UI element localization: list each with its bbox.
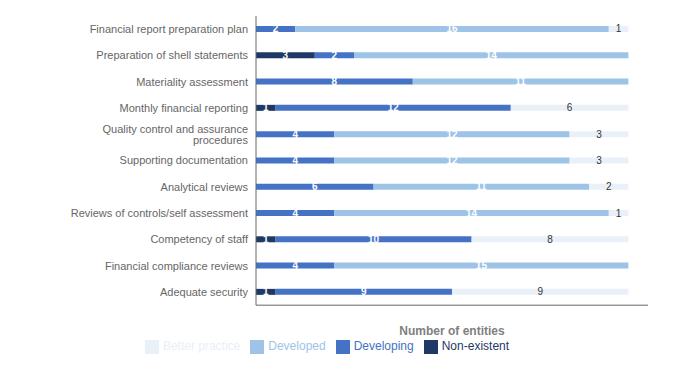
svg-text:16: 16 xyxy=(446,23,458,34)
svg-text:Financial report preparation p: Financial report preparation plan xyxy=(90,23,248,35)
svg-text:12: 12 xyxy=(446,155,458,166)
svg-text:4: 4 xyxy=(292,155,298,166)
svg-text:4: 4 xyxy=(292,208,298,219)
svg-text:Adequate security: Adequate security xyxy=(160,286,249,298)
svg-text:Materiality assessment: Materiality assessment xyxy=(136,76,248,88)
svg-text:3: 3 xyxy=(596,129,602,140)
svg-text:Preparation of shell statement: Preparation of shell statements xyxy=(96,49,248,61)
svg-text:4: 4 xyxy=(292,129,298,140)
svg-text:14: 14 xyxy=(486,50,498,61)
svg-text:Quality control and assurancep: Quality control and assuranceprocedures xyxy=(102,123,248,146)
svg-text:8: 8 xyxy=(332,76,338,87)
svg-text:3: 3 xyxy=(596,155,602,166)
svg-text:6: 6 xyxy=(312,181,318,192)
svg-text:2: 2 xyxy=(332,50,338,61)
svg-text:Supporting documentation: Supporting documentation xyxy=(120,154,248,166)
svg-text:1: 1 xyxy=(263,286,269,297)
svg-text:4: 4 xyxy=(292,260,298,271)
svg-text:8: 8 xyxy=(547,234,553,245)
svg-text:15: 15 xyxy=(476,260,488,271)
html-text:Better practice: Better practice xyxy=(162,339,241,354)
svg-text:12: 12 xyxy=(446,129,458,140)
svg-text:1: 1 xyxy=(263,102,269,113)
svg-text:9: 9 xyxy=(361,286,367,297)
svg-text:11: 11 xyxy=(515,76,526,87)
svg-text:9: 9 xyxy=(537,286,543,297)
svg-text:14: 14 xyxy=(466,208,478,219)
html-text:Developing: Developing xyxy=(353,339,414,354)
svg-text:Number of entities: Number of entities xyxy=(399,324,505,338)
svg-text:10: 10 xyxy=(368,234,380,245)
html-text:Developed: Developed xyxy=(268,339,326,354)
svg-text:Analytical reviews: Analytical reviews xyxy=(161,181,249,193)
svg-text:Financial compliance reviews: Financial compliance reviews xyxy=(105,260,249,272)
svg-text:6: 6 xyxy=(567,102,573,113)
svg-text:11: 11 xyxy=(476,181,487,192)
svg-text:1: 1 xyxy=(616,208,622,219)
svg-text:2: 2 xyxy=(273,23,279,34)
svg-text:Competency of staff: Competency of staff xyxy=(150,233,249,245)
svg-text:1: 1 xyxy=(263,234,269,245)
svg-text:3: 3 xyxy=(283,50,289,61)
html-text:Non-existent: Non-existent xyxy=(441,339,510,354)
svg-text:12: 12 xyxy=(388,102,400,113)
svg-text:Monthly financial reporting: Monthly financial reporting xyxy=(120,102,248,114)
svg-text:1: 1 xyxy=(616,23,622,34)
svg-text:Reviews of controls/self asses: Reviews of controls/self assessment xyxy=(71,207,248,219)
svg-text:2: 2 xyxy=(606,181,612,192)
